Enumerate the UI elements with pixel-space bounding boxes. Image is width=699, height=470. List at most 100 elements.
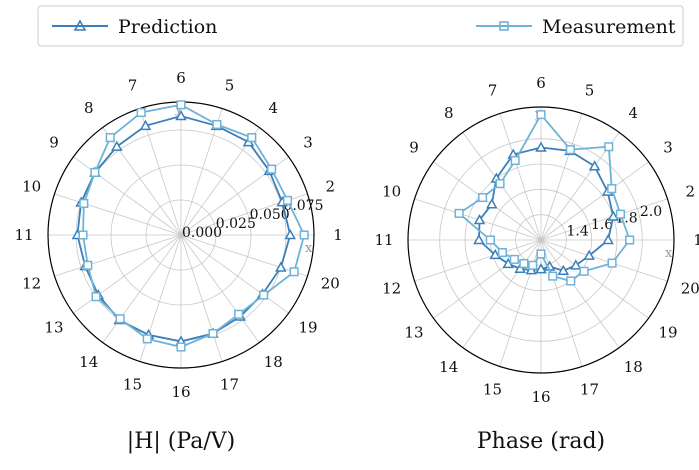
y-axis-letter: y [174,102,183,117]
spoke-label: 7 [488,82,498,100]
spoke-label: 14 [439,358,458,376]
data-point-prediction [535,141,547,152]
spoke-label: 16 [531,388,550,406]
spoke-label: 20 [321,275,340,293]
panel-title: |H| (Pa/V) [127,429,235,454]
data-point-prediction [111,140,123,151]
spoke-label: 2 [686,182,696,200]
legend: Prediction Measurement [37,5,684,47]
data-point-measurement [105,133,115,143]
spoke-label: 11 [14,226,33,244]
data-point-measurement [497,247,508,258]
radial-tick-label: 1.4 [566,223,588,239]
grid-spoke [499,113,542,241]
spoke-label: 10 [22,177,41,195]
spoke-label: 16 [171,383,190,401]
spoke-label: 15 [123,375,142,393]
radial-tick-label: 0.075 [283,198,323,214]
data-point-prediction [486,198,498,209]
spoke-label: 12 [382,280,401,298]
data-point-measurement [90,167,100,178]
data-point-measurement [282,195,293,205]
spoke-label: 18 [264,353,283,371]
spoke-label: 11 [374,231,393,249]
grid-spoke [433,239,542,319]
data-point-measurement [536,249,546,259]
data-point-prediction [535,263,547,274]
radial-tick-label: 2.0 [640,204,662,220]
spoke-label: 20 [681,280,699,298]
data-point-measurement [78,230,88,240]
x-axis-letter: x [305,241,313,256]
spoke-label: 12 [22,275,41,293]
spoke-label: 13 [404,323,423,341]
data-point-measurement [478,193,488,203]
data-point-prediction [557,264,570,275]
data-point-measurement [299,230,309,240]
data-point-measurement [519,259,529,269]
grid-spoke [73,156,182,236]
spoke-label: 1 [693,231,699,249]
legend-measurement-marker [499,21,509,31]
spoke-label: 3 [303,134,313,152]
data-point-measurement [495,179,505,189]
data-point-prediction [473,233,485,245]
spoke-label: 3 [663,139,673,157]
radial-tick-label: 0.050 [250,207,290,223]
data-point-measurement [615,209,626,219]
data-point-measurement [565,145,575,155]
spoke-label: 2 [326,177,336,195]
data-point-prediction [175,109,187,121]
spoke-label: 6 [536,74,546,92]
grid-spoke [540,198,668,241]
grid-spoke [102,234,182,343]
data-point-prediction [514,262,526,273]
data-point-measurement [176,100,186,110]
radial-tick-label: 1.6 [591,217,613,233]
spoke-label: 17 [220,375,239,393]
legend-frame [37,5,684,47]
data-point-measurement [234,309,244,319]
data-point-measurement [259,290,269,300]
grid-spoke [540,113,583,241]
grid-spoke [180,234,308,277]
grid-spoke [54,193,182,236]
data-point-measurement [548,271,558,281]
data-point-measurement [91,292,101,302]
data-point-prediction [570,259,582,270]
data-point-prediction [607,210,620,221]
spoke-label: 7 [128,77,138,95]
data-point-measurement [536,110,546,120]
data-point-prediction [489,248,502,260]
grid-spoke [540,239,668,282]
panel-title: Phase (rad) [477,429,605,454]
phase-radar-panel: 1.41.61.82.0xy12345678910111213141516171… [374,74,699,454]
spoke-label: 1 [333,226,343,244]
spoke-label: 6 [176,69,186,87]
spoke-label: 8 [84,99,94,117]
spoke-label: 9 [409,139,419,157]
grid-spoke [540,239,649,319]
data-point-prediction [473,214,486,225]
legend-prediction-label: Prediction [118,16,217,38]
data-point-measurement [176,342,186,352]
data-point-measurement [510,155,520,166]
grid-spoke [540,239,583,367]
legend-prediction-marker [73,19,87,31]
grid-spoke [54,234,182,277]
data-point-prediction [588,160,601,171]
grid-spoke [73,234,182,314]
spoke-label: 4 [629,104,639,122]
grid-spoke [499,239,542,367]
spoke-label: 9 [49,134,59,152]
grid-spoke [414,239,542,282]
legend-measurement-label: Measurement [542,16,676,38]
spoke-label: 18 [624,358,643,376]
data-point-measurement [212,119,222,130]
grid-spoke [180,234,260,343]
data-point-measurement [208,328,218,339]
data-point-measurement [625,235,635,245]
data-point-prediction [602,233,614,245]
grid-spoke [180,234,289,314]
data-point-prediction [583,249,595,260]
